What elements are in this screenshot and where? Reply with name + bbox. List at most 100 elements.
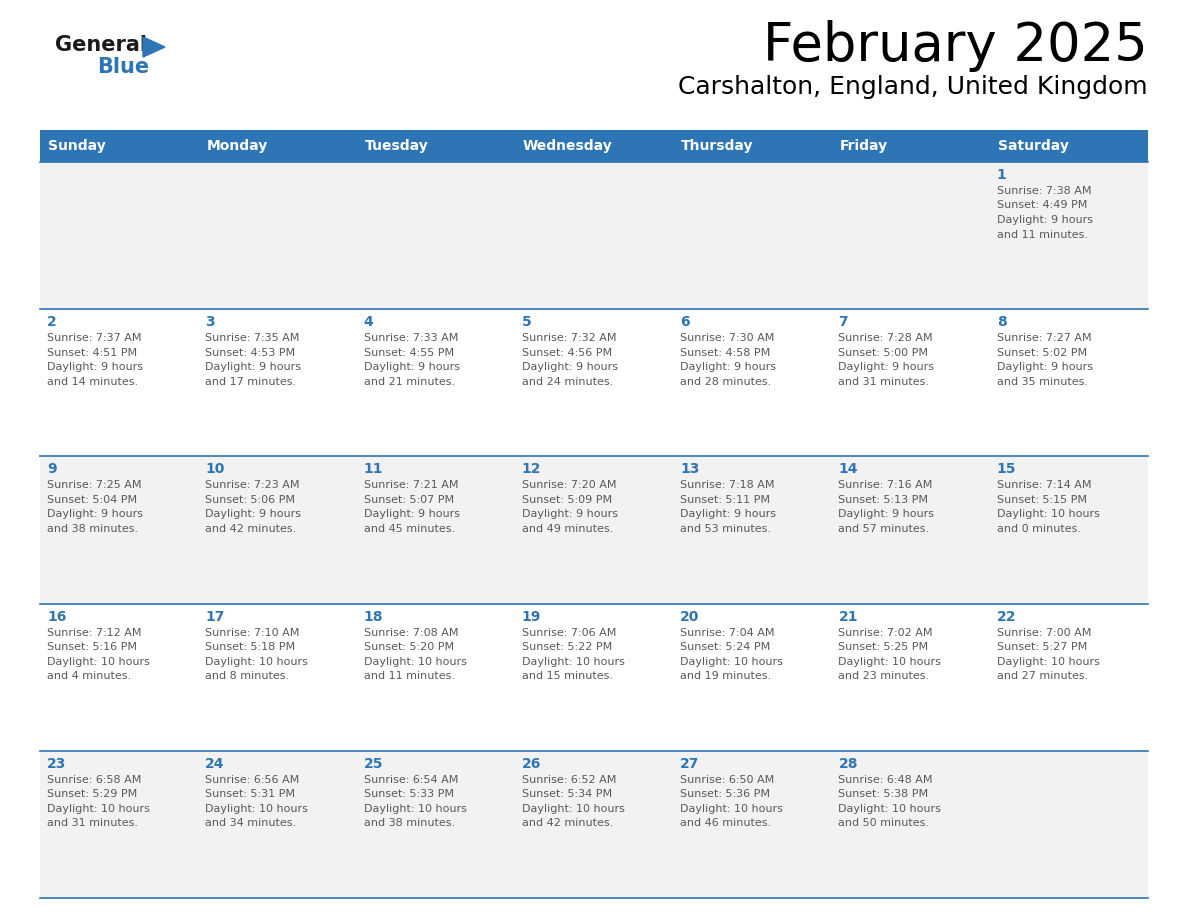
Text: 9: 9 — [48, 463, 57, 476]
Text: Sunrise: 7:32 AM: Sunrise: 7:32 AM — [522, 333, 617, 343]
Text: Daylight: 9 hours: Daylight: 9 hours — [364, 363, 460, 372]
Bar — [40, 309, 1148, 456]
Text: and 31 minutes.: and 31 minutes. — [839, 376, 929, 386]
Text: Daylight: 9 hours: Daylight: 9 hours — [522, 363, 618, 372]
Bar — [40, 162, 1148, 309]
Text: Sunrise: 6:48 AM: Sunrise: 6:48 AM — [839, 775, 933, 785]
Text: Daylight: 10 hours: Daylight: 10 hours — [997, 656, 1100, 666]
Bar — [674, 130, 832, 162]
Text: Sunset: 5:13 PM: Sunset: 5:13 PM — [839, 495, 929, 505]
Text: and 42 minutes.: and 42 minutes. — [206, 524, 297, 534]
Text: Daylight: 9 hours: Daylight: 9 hours — [364, 509, 460, 520]
Text: Sunset: 5:15 PM: Sunset: 5:15 PM — [997, 495, 1087, 505]
Text: and 11 minutes.: and 11 minutes. — [364, 671, 455, 681]
Text: Sunset: 5:00 PM: Sunset: 5:00 PM — [839, 348, 929, 358]
Text: 8: 8 — [997, 315, 1006, 330]
Text: 19: 19 — [522, 610, 542, 623]
Text: Sunset: 5:33 PM: Sunset: 5:33 PM — [364, 789, 454, 800]
Text: Daylight: 10 hours: Daylight: 10 hours — [681, 804, 783, 813]
Text: Sunrise: 7:30 AM: Sunrise: 7:30 AM — [681, 333, 775, 343]
Text: Sunrise: 7:37 AM: Sunrise: 7:37 AM — [48, 333, 141, 343]
Text: Daylight: 9 hours: Daylight: 9 hours — [839, 363, 935, 372]
Text: and 14 minutes.: and 14 minutes. — [48, 376, 138, 386]
Text: Tuesday: Tuesday — [365, 139, 429, 153]
Text: Sunrise: 6:50 AM: Sunrise: 6:50 AM — [681, 775, 775, 785]
Text: Sunset: 5:36 PM: Sunset: 5:36 PM — [681, 789, 770, 800]
Text: Sunrise: 6:58 AM: Sunrise: 6:58 AM — [48, 775, 141, 785]
Text: Sunrise: 7:06 AM: Sunrise: 7:06 AM — [522, 628, 617, 638]
Text: Monday: Monday — [207, 139, 267, 153]
Text: Sunset: 5:16 PM: Sunset: 5:16 PM — [48, 642, 137, 652]
Text: and 0 minutes.: and 0 minutes. — [997, 524, 1081, 534]
Text: Sunset: 4:55 PM: Sunset: 4:55 PM — [364, 348, 454, 358]
Text: 5: 5 — [522, 315, 531, 330]
Text: 25: 25 — [364, 756, 383, 771]
Text: Sunset: 4:51 PM: Sunset: 4:51 PM — [48, 348, 137, 358]
Text: Daylight: 10 hours: Daylight: 10 hours — [48, 804, 150, 813]
Text: Sunrise: 7:04 AM: Sunrise: 7:04 AM — [681, 628, 775, 638]
Text: and 11 minutes.: and 11 minutes. — [997, 230, 1088, 240]
Text: 16: 16 — [48, 610, 67, 623]
Bar — [356, 130, 514, 162]
Text: Sunrise: 7:00 AM: Sunrise: 7:00 AM — [997, 628, 1091, 638]
Text: Blue: Blue — [97, 57, 150, 77]
Text: Sunset: 5:31 PM: Sunset: 5:31 PM — [206, 789, 296, 800]
Text: Daylight: 10 hours: Daylight: 10 hours — [681, 656, 783, 666]
Text: and 8 minutes.: and 8 minutes. — [206, 671, 290, 681]
Text: Daylight: 10 hours: Daylight: 10 hours — [839, 804, 941, 813]
Text: and 49 minutes.: and 49 minutes. — [522, 524, 613, 534]
Text: and 27 minutes.: and 27 minutes. — [997, 671, 1088, 681]
Text: and 35 minutes.: and 35 minutes. — [997, 376, 1088, 386]
Text: Daylight: 10 hours: Daylight: 10 hours — [364, 804, 467, 813]
Text: Sunrise: 7:02 AM: Sunrise: 7:02 AM — [839, 628, 933, 638]
Text: 27: 27 — [681, 756, 700, 771]
Text: and 53 minutes.: and 53 minutes. — [681, 524, 771, 534]
Text: Sunrise: 7:12 AM: Sunrise: 7:12 AM — [48, 628, 141, 638]
Text: 22: 22 — [997, 610, 1016, 623]
Text: Daylight: 9 hours: Daylight: 9 hours — [997, 215, 1093, 225]
Text: Sunset: 5:04 PM: Sunset: 5:04 PM — [48, 495, 137, 505]
Text: Daylight: 9 hours: Daylight: 9 hours — [206, 363, 302, 372]
Text: Daylight: 10 hours: Daylight: 10 hours — [206, 804, 308, 813]
Text: 28: 28 — [839, 756, 858, 771]
Text: and 38 minutes.: and 38 minutes. — [364, 818, 455, 828]
Text: and 4 minutes.: and 4 minutes. — [48, 671, 131, 681]
Text: Sunset: 5:22 PM: Sunset: 5:22 PM — [522, 642, 612, 652]
Text: Sunset: 4:58 PM: Sunset: 4:58 PM — [681, 348, 770, 358]
Text: 1: 1 — [997, 168, 1006, 182]
Text: 11: 11 — [364, 463, 383, 476]
Text: 17: 17 — [206, 610, 225, 623]
Text: Daylight: 10 hours: Daylight: 10 hours — [206, 656, 308, 666]
Text: General: General — [55, 35, 147, 55]
Text: Daylight: 9 hours: Daylight: 9 hours — [839, 509, 935, 520]
Text: 6: 6 — [681, 315, 690, 330]
Text: 4: 4 — [364, 315, 373, 330]
Text: 20: 20 — [681, 610, 700, 623]
Text: Sunrise: 7:33 AM: Sunrise: 7:33 AM — [364, 333, 457, 343]
Text: Sunrise: 7:10 AM: Sunrise: 7:10 AM — [206, 628, 299, 638]
Text: 7: 7 — [839, 315, 848, 330]
Text: Sunday: Sunday — [48, 139, 106, 153]
Text: Sunset: 5:18 PM: Sunset: 5:18 PM — [206, 642, 296, 652]
Text: and 15 minutes.: and 15 minutes. — [522, 671, 613, 681]
Text: Sunset: 5:06 PM: Sunset: 5:06 PM — [206, 495, 296, 505]
Text: Sunrise: 7:14 AM: Sunrise: 7:14 AM — [997, 480, 1092, 490]
Text: and 57 minutes.: and 57 minutes. — [839, 524, 929, 534]
Text: Sunset: 5:09 PM: Sunset: 5:09 PM — [522, 495, 612, 505]
Bar — [832, 130, 990, 162]
Text: Friday: Friday — [840, 139, 887, 153]
Text: Sunset: 5:34 PM: Sunset: 5:34 PM — [522, 789, 612, 800]
Text: and 19 minutes.: and 19 minutes. — [681, 671, 771, 681]
Text: Sunset: 4:49 PM: Sunset: 4:49 PM — [997, 200, 1087, 210]
Text: and 28 minutes.: and 28 minutes. — [681, 376, 771, 386]
Text: Wednesday: Wednesday — [523, 139, 613, 153]
Text: Daylight: 9 hours: Daylight: 9 hours — [997, 363, 1093, 372]
Text: Daylight: 9 hours: Daylight: 9 hours — [681, 509, 776, 520]
Text: Sunset: 5:29 PM: Sunset: 5:29 PM — [48, 789, 138, 800]
Text: Sunset: 5:25 PM: Sunset: 5:25 PM — [839, 642, 929, 652]
Text: Sunrise: 7:21 AM: Sunrise: 7:21 AM — [364, 480, 459, 490]
Text: Sunset: 5:11 PM: Sunset: 5:11 PM — [681, 495, 770, 505]
Text: 21: 21 — [839, 610, 858, 623]
Text: Sunset: 4:53 PM: Sunset: 4:53 PM — [206, 348, 296, 358]
Text: Sunrise: 7:16 AM: Sunrise: 7:16 AM — [839, 480, 933, 490]
